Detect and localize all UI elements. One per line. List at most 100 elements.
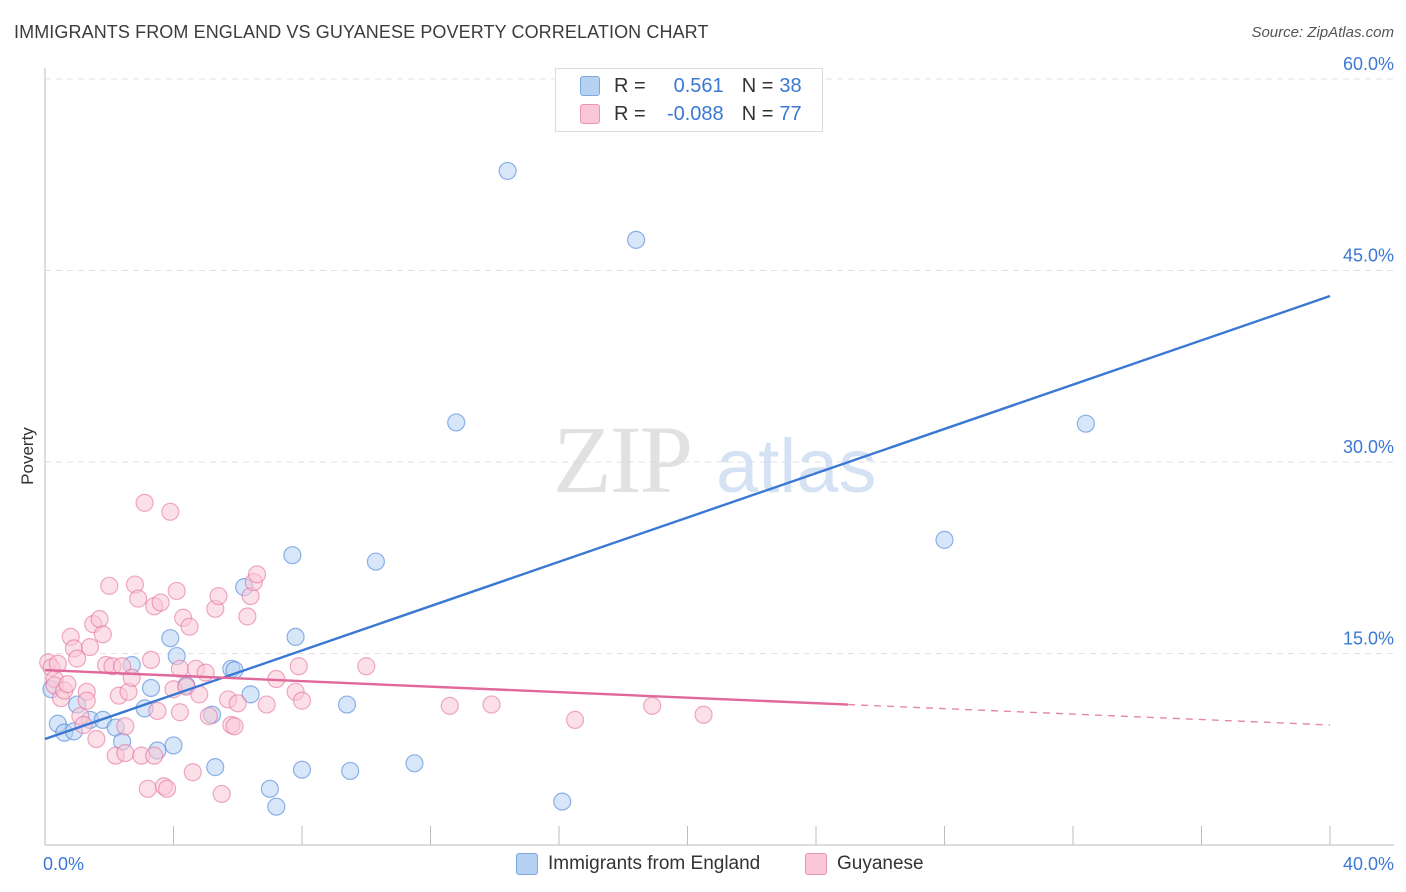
- data-point: [68, 649, 87, 668]
- data-point: [93, 625, 112, 644]
- data-point: [206, 758, 225, 777]
- legend-n-label: N =: [741, 74, 774, 97]
- data-point: [440, 696, 459, 715]
- data-point: [87, 729, 106, 749]
- data-point: [161, 502, 180, 521]
- data-point: [247, 565, 267, 584]
- data-point: [199, 706, 218, 726]
- legend-r-value-guyanese: -0.088: [666, 102, 724, 125]
- data-point: [405, 754, 424, 773]
- data-point: [482, 695, 501, 714]
- legend-row-guyanese: R = -0.088 N = 77: [580, 100, 802, 128]
- y-tick-label: 45.0%: [1343, 246, 1394, 266]
- data-point: [267, 797, 286, 816]
- data-point: [161, 629, 180, 648]
- data-point: [80, 638, 100, 657]
- data-point: [164, 736, 183, 755]
- data-point: [129, 589, 148, 608]
- tick-labels: 15.0% 30.0% 45.0% 60.0% 0.0% 40.0%: [43, 54, 1394, 874]
- data-point: [157, 779, 177, 798]
- data-point: [209, 586, 228, 606]
- x-tick-label: 40.0%: [1343, 854, 1394, 874]
- legend-n-label: N =: [741, 102, 774, 125]
- data-point: [292, 760, 312, 779]
- data-point: [212, 784, 231, 804]
- y-axis-title: Poverty: [18, 427, 37, 485]
- y-tick-label: 30.0%: [1343, 437, 1394, 457]
- data-point: [141, 678, 161, 698]
- data-point: [135, 493, 154, 512]
- legend-r-value-england: 0.561: [673, 74, 724, 97]
- data-point: [145, 746, 164, 765]
- data-point: [341, 761, 360, 781]
- data-point: [228, 694, 247, 713]
- data-point: [283, 546, 302, 565]
- series-legend-guyanese: Guyanese: [805, 852, 924, 876]
- series-legend-england: Immigrants from England: [516, 852, 760, 876]
- data-point: [183, 763, 202, 782]
- data-point: [292, 691, 312, 710]
- legend-row-england: R = 0.561 N = 38: [580, 72, 802, 100]
- chart-title: IMMIGRANTS FROM ENGLAND VS GUYANESE POVE…: [14, 22, 709, 42]
- data-point: [77, 691, 96, 710]
- data-point: [935, 530, 954, 549]
- data-point: [100, 576, 119, 595]
- legend-n-value-england: 38: [779, 74, 802, 97]
- watermark: ZIP atlas: [553, 406, 877, 513]
- source-label: Source: ZipAtlas.com: [1251, 24, 1394, 41]
- series-name-guyanese: Guyanese: [837, 853, 924, 874]
- data-point: [238, 607, 257, 626]
- data-point: [48, 654, 67, 673]
- data-point: [151, 593, 170, 612]
- data-point: [138, 779, 157, 798]
- data-point: [180, 617, 199, 636]
- trend-extension-1: [848, 703, 1331, 726]
- data-point: [337, 695, 357, 714]
- x-tick-label: 0.0%: [43, 854, 84, 874]
- data-points: [39, 161, 1095, 816]
- legend-swatch-england: [580, 76, 600, 96]
- data-point: [225, 717, 244, 736]
- series-points-0: [42, 161, 1095, 816]
- data-point: [241, 685, 260, 704]
- trend-lines: [44, 294, 1331, 741]
- data-point: [122, 668, 141, 687]
- trend-line-0: [44, 294, 1331, 741]
- data-point: [196, 663, 215, 682]
- data-point: [58, 675, 77, 694]
- data-point: [626, 230, 646, 249]
- data-point: [694, 705, 713, 724]
- axes: [44, 68, 1394, 846]
- data-point: [643, 696, 662, 715]
- data-point: [90, 609, 109, 629]
- series-points-1: [39, 493, 713, 804]
- data-point: [289, 657, 308, 676]
- legend-swatch-guyanese: [580, 104, 600, 124]
- legend-r-label: R =: [614, 74, 646, 97]
- gridlines: [45, 78, 1394, 654]
- data-point: [148, 701, 167, 721]
- watermark-zip: ZIP: [553, 406, 691, 513]
- y-tick-label: 60.0%: [1343, 54, 1394, 74]
- data-point: [565, 710, 585, 729]
- data-point: [286, 627, 305, 647]
- data-point: [116, 717, 135, 736]
- legend-n-value-guyanese: 77: [779, 102, 802, 125]
- data-point: [167, 581, 186, 601]
- legend-r-label: R =: [614, 102, 646, 125]
- data-point: [447, 413, 466, 432]
- data-point: [366, 552, 385, 571]
- data-point: [498, 161, 517, 181]
- data-point: [357, 657, 376, 676]
- data-point: [170, 703, 190, 722]
- series-swatch-guyanese: [805, 853, 827, 875]
- correlation-legend: R = 0.561 N = 38 R = -0.088 N = 77: [555, 68, 823, 132]
- trend-line-1: [44, 668, 849, 706]
- data-point: [260, 779, 279, 798]
- series-swatch-england: [516, 853, 538, 875]
- data-point: [1076, 414, 1095, 433]
- watermark-atlas: atlas: [716, 424, 877, 509]
- data-point: [116, 743, 135, 763]
- data-point: [257, 695, 276, 714]
